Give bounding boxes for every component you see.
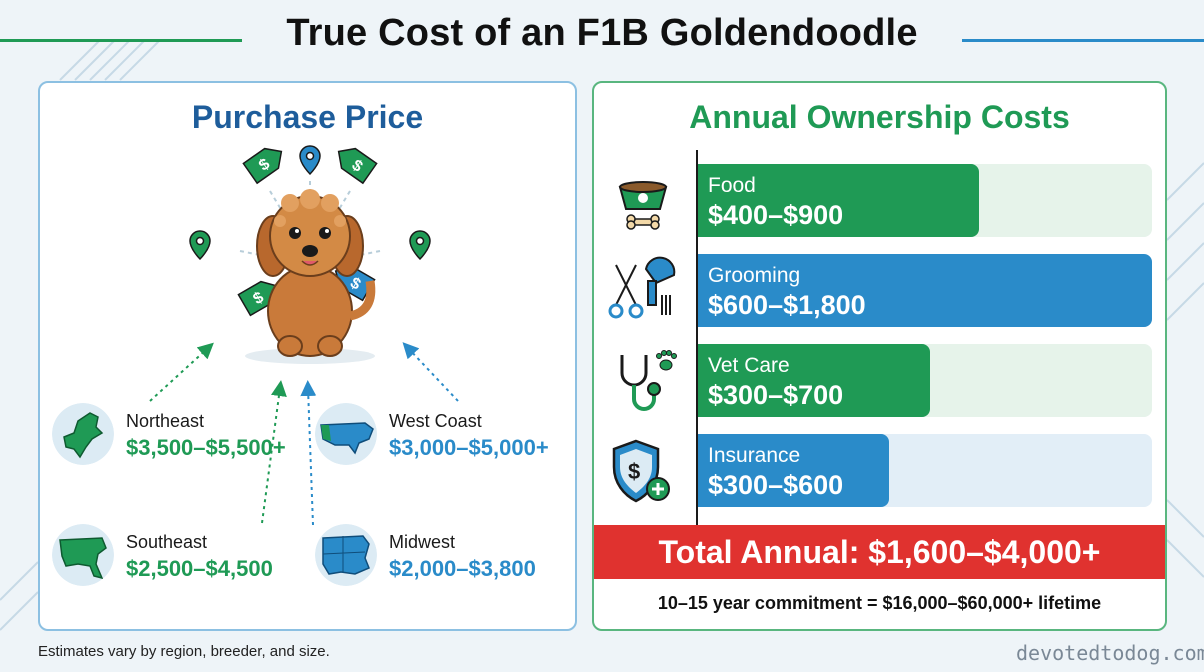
page-title: True Cost of an F1B Goldendoodle [286,12,918,54]
cost-label: Food [708,174,756,197]
cost-row-insurance: Insurance $300–$600 [698,434,1152,507]
region-name: Northeast [126,411,205,431]
region-west-coast: West Coast $3,000–$5,000+ [315,403,575,473]
cost-amount: $300–$700 [708,380,844,410]
lifetime-commitment: 10–15 year commitment = $16,000–$60,000+… [657,593,1102,613]
region-price: $2,500–$4,500 [126,556,273,581]
title-rule-left [0,39,242,42]
bar-fill [698,344,930,417]
title-rule-right [962,39,1204,42]
cost-row-vet-care: Vet Care $300–$700 [698,344,1152,417]
svg-text:$: $ [628,459,640,484]
region-name: West Coast [389,411,482,431]
region-price: $3,500–$5,500+ [126,435,286,460]
southeast-map-icon [52,524,114,586]
brand-link[interactable]: devotedtodog.com [1016,641,1204,665]
stethoscope-icon [620,350,677,411]
region-name: Midwest [389,532,456,552]
bar-fill [698,434,889,507]
region-name: Southeast [126,532,208,552]
insurance-shield-icon: $ [612,439,670,503]
annual-costs-heading: Annual Ownership Costs [689,99,1070,135]
bar-fill [698,164,979,237]
us-map-icon [315,403,377,465]
region-midwest: Midwest $2,000–$3,800 [315,524,575,594]
annual-costs-panel: Annual Ownership Costs [592,81,1167,631]
estimates-footnote: Estimates vary by region, breeder, and s… [38,643,330,660]
cost-row-food: Food $400–$900 [698,164,1152,237]
cost-amount: $600–$1,800 [708,290,866,320]
cost-axis [696,150,698,525]
bar-fill [698,254,1152,327]
northeast-map-icon [52,403,114,465]
cost-amount: $400–$900 [708,200,844,230]
food-bowl-icon [618,181,668,230]
dog-illustration: $ $ $ $ [189,145,431,364]
location-pin-icon [299,145,321,176]
grooming-tools-icon [608,256,676,319]
region-price: $2,000–$3,800 [389,556,536,581]
region-southeast: Southeast $2,500–$4,500 [52,524,312,594]
purchase-price-heading: Purchase Price [191,99,424,135]
purchase-price-panel: Purchase Price $ [38,81,577,631]
midwest-map-icon [315,524,377,586]
cost-label: Vet Care [708,354,790,377]
cost-amount: $300–$600 [708,470,844,500]
cost-label: Grooming [708,264,801,287]
title-bar: True Cost of an F1B Goldendoodle [0,10,1204,68]
cost-label: Insurance [708,444,801,467]
region-price: $3,000–$5,000+ [389,435,549,460]
cost-row-grooming: Grooming $600–$1,800 [698,254,1152,327]
region-northeast: Northeast $3,500–$5,500+ [52,403,312,473]
total-annual-banner: Total Annual: $1,600–$4,000+ [594,525,1165,579]
